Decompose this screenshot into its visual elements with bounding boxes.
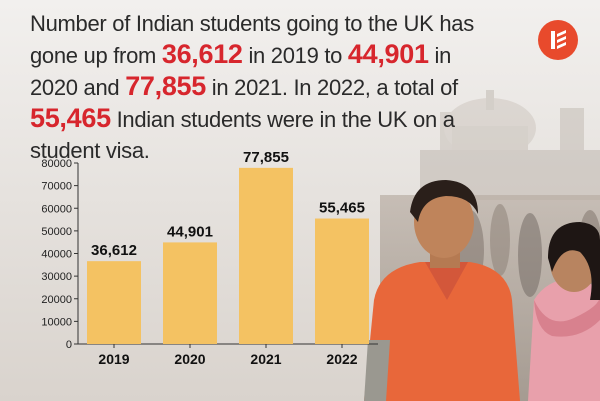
headline-text-2: in 2019 to [242, 43, 348, 68]
man-figure [364, 180, 520, 401]
y-tick-label: 80000 [41, 158, 72, 170]
headline-value-2021: 77,855 [125, 71, 206, 101]
x-tick-label-2019: 2019 [98, 351, 129, 367]
data-label-2020: 44,901 [167, 223, 213, 240]
y-tick-label: 10000 [41, 316, 72, 328]
headline-text-3: in 2020 and [30, 43, 452, 100]
data-label-2021: 77,855 [243, 149, 289, 166]
bar-2019 [87, 261, 141, 344]
headline-value-2022: 55,465 [30, 103, 111, 133]
bar-2021 [239, 167, 293, 344]
x-tick-label-2020: 2020 [174, 351, 205, 367]
y-tick-label: 60000 [41, 203, 72, 215]
bar-2020 [163, 242, 217, 344]
headline: Number of Indian students going to the U… [30, 8, 500, 166]
y-tick-label: 20000 [41, 294, 72, 306]
headline-value-2019: 36,612 [161, 39, 243, 69]
y-tick-label: 70000 [41, 181, 72, 193]
headline-text-4: in 2021. In 2022, a total of [205, 75, 458, 100]
x-tick-label-2021: 2021 [250, 351, 281, 367]
data-label-2019: 36,612 [91, 242, 137, 259]
headline-text-5: Indian students were in the UK on a stud… [30, 107, 455, 163]
y-tick-label: 0 [66, 339, 72, 351]
woman-figure [528, 222, 600, 401]
x-tick-label-2022: 2022 [326, 351, 357, 367]
headline-text-1: Number of Indian students going to the U… [30, 11, 474, 68]
y-tick-label: 50000 [41, 226, 72, 238]
data-label-2022: 55,465 [319, 200, 365, 217]
y-tick-label: 30000 [41, 271, 72, 283]
bar-2022 [315, 218, 369, 344]
headline-value-2020: 44,901 [347, 39, 429, 69]
y-tick-label: 40000 [41, 249, 72, 261]
publisher-logo-icon [538, 20, 578, 60]
